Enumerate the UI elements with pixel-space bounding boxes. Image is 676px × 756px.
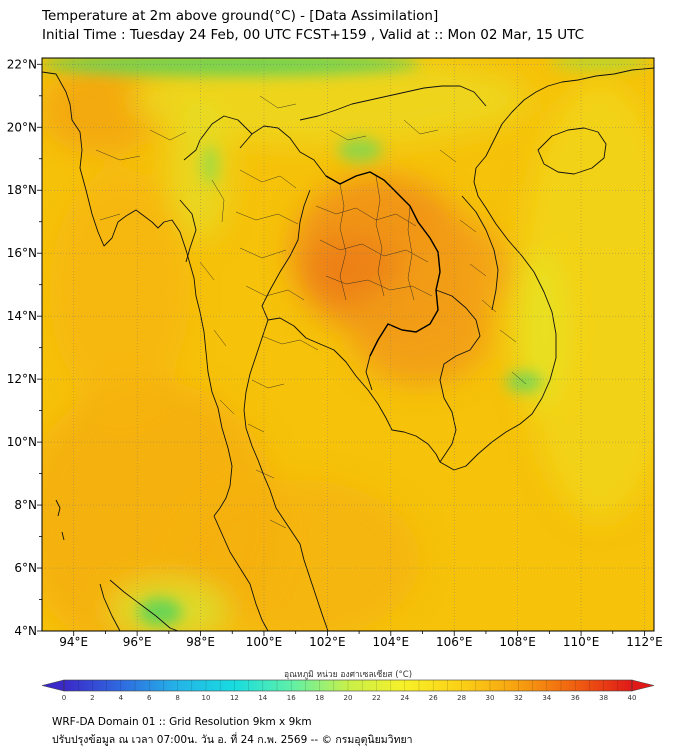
colorbar-tick-label: 24 [400,694,409,700]
colorbar-tick-label: 8 [175,694,179,700]
lat-label: 22°N [7,57,37,71]
field-warm-west [50,170,190,410]
lat-label: 12°N [7,372,37,386]
lon-label: 94°E [59,635,88,649]
colorbar-tick-label: 10 [202,694,211,700]
colorbar-title: อุณหภูมิ หน่วย องศาเซลเซียส (°C) [284,669,412,680]
colorbar-max-arrow [631,679,655,692]
coastlines [42,67,654,631]
lat-label: 16°N [7,246,37,260]
temperature-field [42,58,654,631]
colorbar-tick-label: 40 [628,694,637,700]
lon-label: 106°E [436,635,473,649]
field-cold-myanmar-hills [202,145,218,185]
thailand-border [325,171,441,357]
lon-label: 102°E [309,635,346,649]
map-figure: 94°E 96°E 98°E 100°E 102°E 104°E 106°E 108°E 110… [7,57,663,700]
lat-label: 6°N [14,561,37,575]
colorbar-tick-label: 28 [457,694,466,700]
colorbar-tick-label: 2 [90,694,94,700]
colorbar-tick-label: 36 [571,694,580,700]
lon-label: 108°E [499,635,536,649]
field-hot-laos [410,220,510,320]
colorbar-tick-label: 18 [315,694,324,700]
lat-label: 10°N [7,435,37,449]
field-warm-north [42,65,160,155]
colorbar [41,679,655,692]
colorbar-tick-label: 6 [147,694,152,700]
field-cold-north-edge [42,58,420,76]
colorbar-tick-label: 30 [486,694,495,700]
colorbar-tick-label: 14 [258,694,267,700]
colorbar-min-arrow [41,679,65,692]
footer-model-info: WRF-DA Domain 01 :: Grid Resolution 9km … [52,716,312,728]
colorbar-tick-label: 32 [514,694,523,700]
lat-label: 8°N [14,498,37,512]
field-cold-northeast [550,58,650,70]
lat-label: 14°N [7,309,37,323]
map-frame [41,57,655,632]
colorbar-tick-label: 20 [344,694,353,700]
colorbar-tick-label: 22 [372,694,381,700]
map-subtitle: Initial Time : Tuesday 24 Feb, 00 UTC FC… [42,27,585,43]
lat-label: 20°N [7,120,37,134]
field-cold-malaysia [138,598,182,626]
longitude-labels: 94°E 96°E 98°E 100°E 102°E 104°E 106°E 108°E 110… [59,635,662,649]
latitude-labels: 22°N 20°N 18°N 16°N 14°N 12°N 10°N 8°N 6°N 4°N [7,57,37,638]
field-cold-yunnan [338,138,382,162]
field-cool-myanmar [170,100,230,240]
map-title: Temperature at 2m above ground(°C) - [Da… [42,8,439,24]
field-warm-south [180,480,420,631]
lon-label: 96°E [123,635,152,649]
lat-label: 18°N [7,183,37,197]
province-borders [95,95,527,529]
colorbar-tick-label: 0 [62,694,66,700]
lon-label: 100°E [246,635,283,649]
field-hot-core [305,235,395,305]
colorbar-tick-label: 12 [230,694,239,700]
lon-label: 98°E [186,635,215,649]
colorbar-tick-label: 38 [599,694,608,700]
lon-label: 112°E [626,635,663,649]
lat-label: 4°N [14,624,37,638]
colorbar-tick-label: 4 [119,694,124,700]
colorbar-tick-label: 16 [287,694,296,700]
colorbar-tick-labels: 0 2 4 6 8 10 12 14 16 18 20 22 24 26 28 30 32 34 36 38 40 [62,694,637,700]
footer-update-info: ปรับปรุงข้อมูล ณ เวลา 07:00น. วัน อ. ที่… [52,734,413,746]
field-cool-southchina-sea [520,80,654,520]
colorbar-tick-label: 34 [542,694,551,700]
lon-label: 104°E [373,635,410,649]
colorbar-tick-label: 26 [429,694,438,700]
field-cool-north [130,58,530,145]
lon-label: 110°E [563,635,600,649]
